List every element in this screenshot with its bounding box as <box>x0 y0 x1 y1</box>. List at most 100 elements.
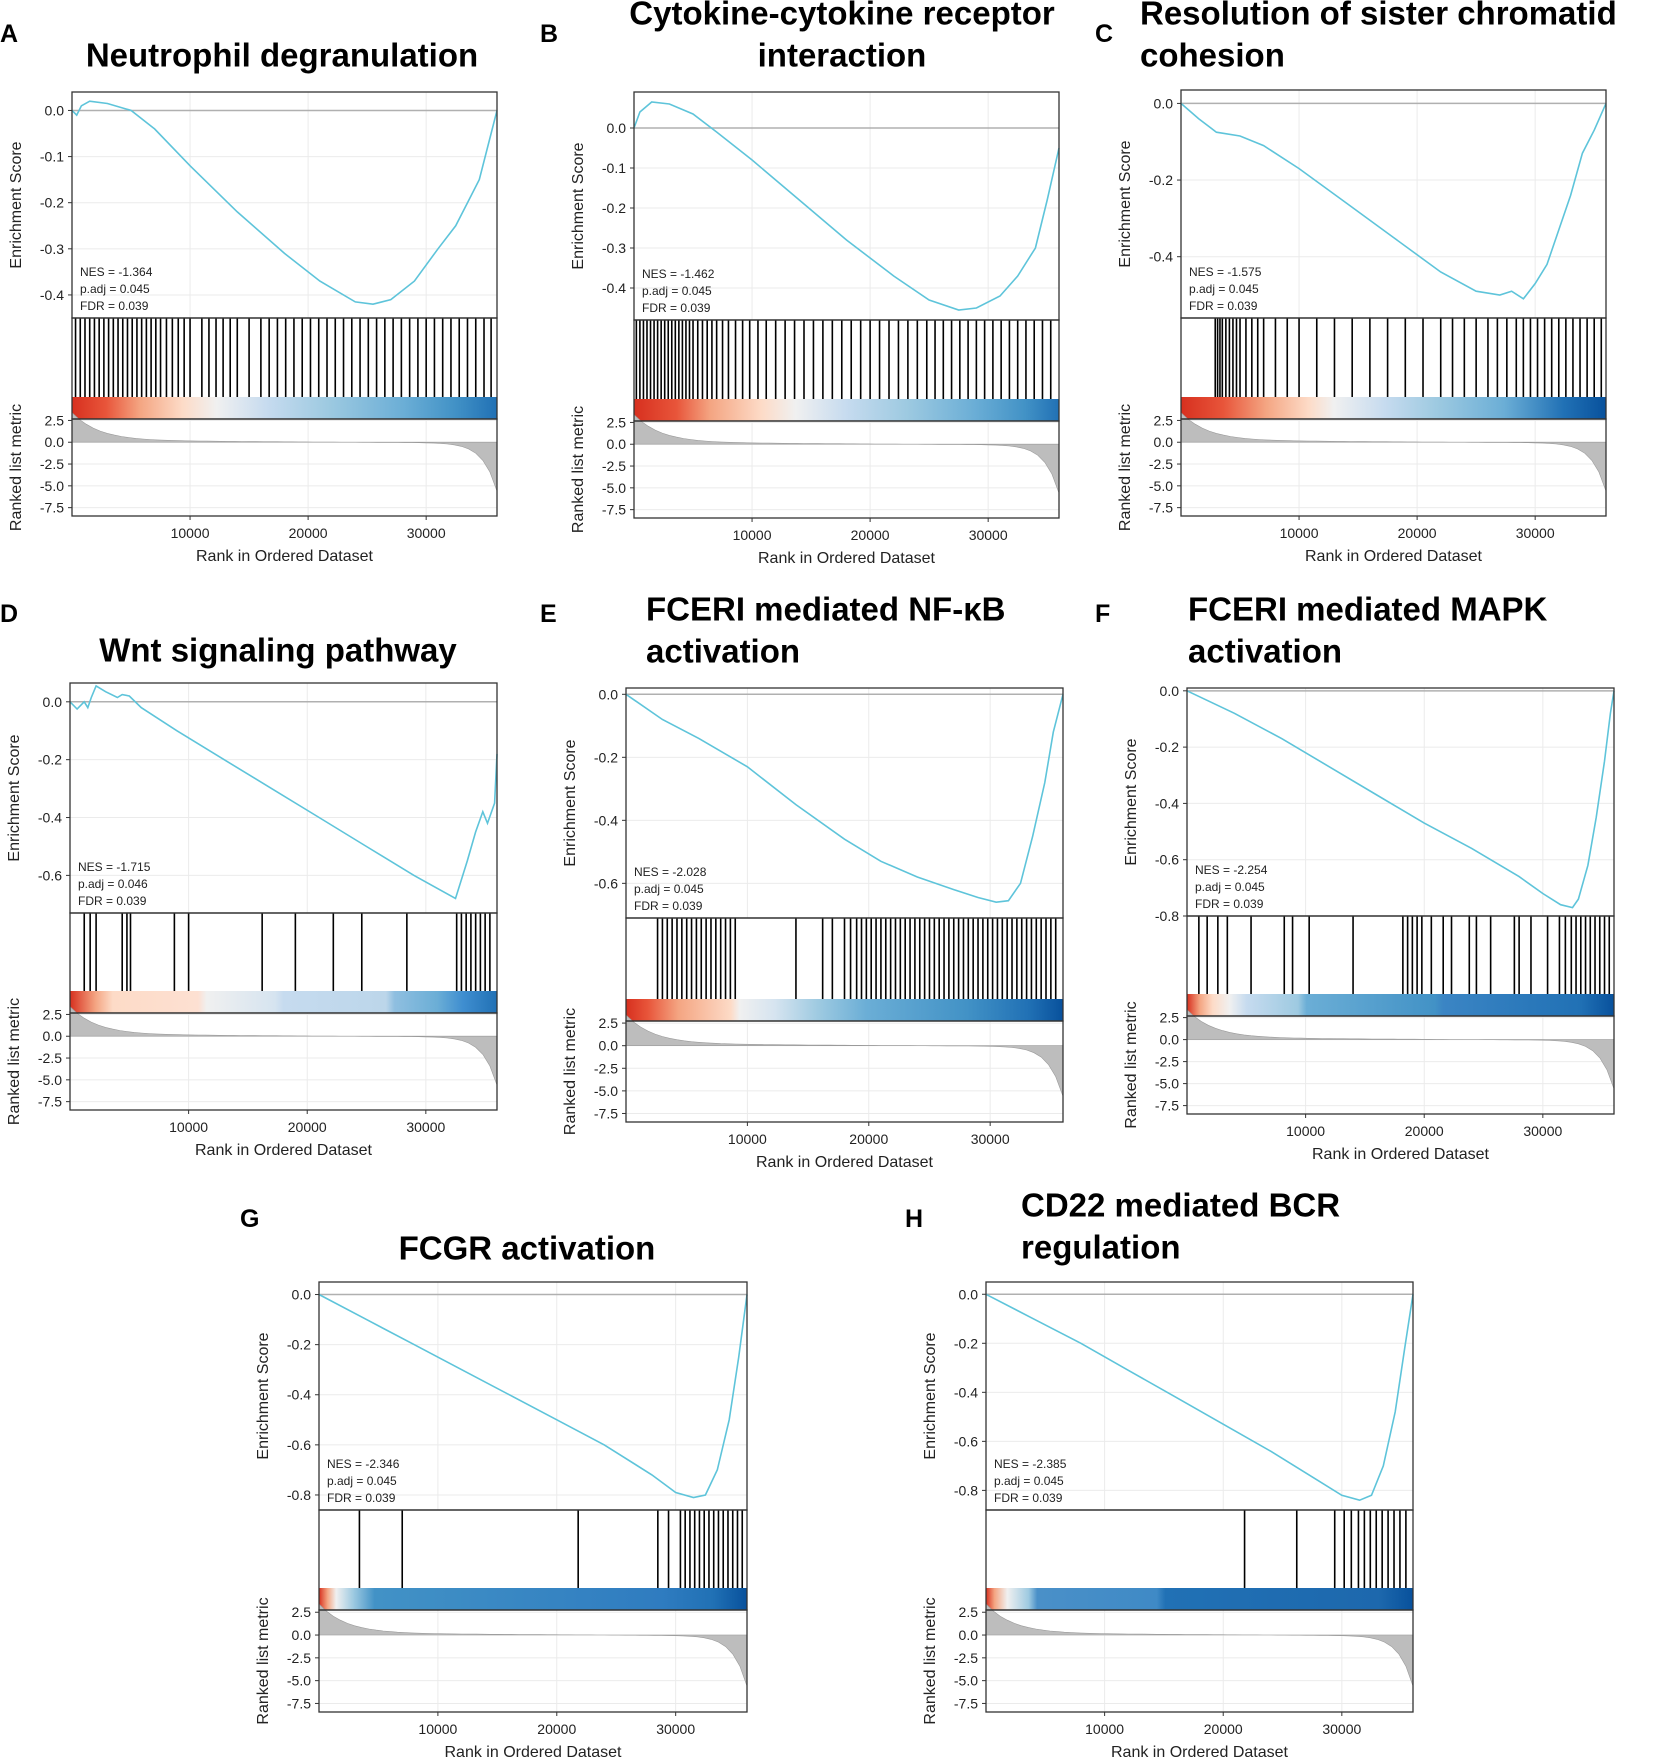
metric-tick-label: -2.5 <box>1149 456 1173 472</box>
es-axis-title: Enrichment Score <box>922 1332 939 1459</box>
stat-1: NES = -2.346 <box>327 1457 400 1471</box>
metric-tick-label: -5.0 <box>594 1083 618 1099</box>
metric-area <box>318 1603 748 1687</box>
panel-letter-f: F <box>1095 600 1110 628</box>
metric-tick-label: -2.5 <box>594 1060 618 1076</box>
metric-tick-label: -7.5 <box>287 1695 311 1711</box>
es-tick-label: -0.4 <box>1149 249 1173 265</box>
heat-bar <box>1181 397 1606 419</box>
stat-3: FDR = 0.039 <box>78 894 147 908</box>
metric-tick-label: -5.0 <box>38 1072 62 1088</box>
es-axis-title: Enrichment Score <box>1123 738 1140 865</box>
es-tick-label: 0.0 <box>607 120 627 136</box>
heat-bar <box>986 1588 1413 1610</box>
x-tick-label: 10000 <box>728 1131 767 1147</box>
es-tick-label: -0.1 <box>602 160 626 176</box>
stat-1: NES = -1.575 <box>1189 265 1262 279</box>
x-tick-label: 30000 <box>406 1119 445 1135</box>
metric-axis-title: Ranked list metric <box>6 998 23 1125</box>
es-tick-label: -0.3 <box>602 240 626 256</box>
es-axis-title: Enrichment Score <box>562 739 579 866</box>
panel-c: C Resolution of sister chromatid cohesion N… <box>1095 0 1617 565</box>
x-tick-label: 30000 <box>1516 525 1555 541</box>
metric-area <box>1186 1009 1615 1090</box>
metric-tick-label: -2.5 <box>602 458 626 474</box>
es-tick-label: -0.6 <box>38 867 62 883</box>
es-curve <box>985 1293 1414 1502</box>
heat-bar <box>626 999 1063 1021</box>
x-tick-label: 20000 <box>1204 1721 1243 1737</box>
metric-axis-title: Ranked list metric <box>922 1597 939 1724</box>
metric-tick-label: 2.5 <box>1154 412 1174 428</box>
es-curve <box>318 1293 748 1499</box>
metric-tick-label: -2.5 <box>38 1050 62 1066</box>
es-tick-label: -0.1 <box>40 149 64 165</box>
x-axis-title: Rank in Ordered Dataset <box>196 548 374 565</box>
metric-axis-title: Ranked list metric <box>1123 1001 1140 1128</box>
metric-tick-label: -2.5 <box>40 456 64 472</box>
panel-f: F FCERI mediated MAPK activation NES = -2.2… <box>1095 591 1615 1163</box>
x-tick-label: 30000 <box>971 1131 1010 1147</box>
es-curve <box>633 101 1060 311</box>
panel-d: D Wnt signaling pathway NES = -1.715 p.adj … <box>0 600 498 1159</box>
x-axis-title: Rank in Ordered Dataset <box>1312 1146 1490 1163</box>
x-axis-title: Rank in Ordered Dataset <box>195 1142 373 1159</box>
es-curve <box>625 693 1064 904</box>
es-tick-label: -0.2 <box>38 752 62 768</box>
metric-tick-label: -7.5 <box>954 1695 978 1711</box>
x-tick-label: 20000 <box>849 1131 888 1147</box>
stat-2: p.adj = 0.045 <box>327 1474 397 1488</box>
x-tick-label: 30000 <box>407 525 446 541</box>
panel-title-h-line-1: CD22 mediated BCR <box>1021 1187 1340 1224</box>
metric-tick-label: -7.5 <box>40 500 64 516</box>
x-tick-label: 10000 <box>1286 1123 1325 1139</box>
stat-1: NES = -1.364 <box>80 265 153 279</box>
panel-title-b-line-2: interaction <box>758 37 927 74</box>
panel-letter-g: G <box>240 1205 259 1233</box>
metric-tick-label: -5.0 <box>40 478 64 494</box>
es-tick-label: 0.0 <box>1154 95 1174 111</box>
metric-area <box>71 411 498 492</box>
stat-1: NES = -2.028 <box>634 865 707 879</box>
metric-tick-label: 0.0 <box>1160 1032 1180 1048</box>
metric-tick-label: -5.0 <box>954 1673 978 1689</box>
metric-tick-label: 0.0 <box>959 1627 979 1643</box>
metric-frame <box>633 420 1060 519</box>
heat-bar <box>72 397 497 419</box>
metric-frame <box>985 1609 1414 1713</box>
es-tick-label: -0.2 <box>594 749 618 765</box>
metric-tick-label: 2.5 <box>959 1604 979 1620</box>
metric-frame <box>1186 1015 1615 1115</box>
metric-tick-label: 0.0 <box>599 1038 619 1054</box>
metric-axis-title: Ranked list metric <box>1117 404 1134 531</box>
es-tick-label: 0.0 <box>1160 683 1180 699</box>
es-tick-label: 0.0 <box>43 694 63 710</box>
es-tick-label: -0.4 <box>40 287 64 303</box>
es-axis-title: Enrichment Score <box>8 141 25 268</box>
es-tick-label: -0.4 <box>287 1387 311 1403</box>
es-tick-label: 0.0 <box>959 1286 979 1302</box>
stat-3: FDR = 0.039 <box>634 899 703 913</box>
es-tick-label: -0.8 <box>287 1487 311 1503</box>
metric-tick-label: 0.0 <box>607 436 627 452</box>
stat-1: NES = -2.254 <box>1195 863 1268 877</box>
es-tick-label: 0.0 <box>599 686 619 702</box>
stat-3: FDR = 0.039 <box>642 301 711 315</box>
x-tick-label: 30000 <box>969 527 1008 543</box>
stat-2: p.adj = 0.045 <box>642 284 712 298</box>
panel-title-e-line-2: activation <box>646 633 800 670</box>
x-tick-label: 20000 <box>1398 525 1437 541</box>
panel-letter-h: H <box>905 1205 923 1233</box>
panel-a: A Neutrophil degranulation NES = -1.364 p.a… <box>0 20 498 565</box>
stat-3: FDR = 0.039 <box>80 299 149 313</box>
metric-tick-label: 0.0 <box>1154 434 1174 450</box>
es-tick-label: -0.8 <box>1155 908 1179 924</box>
es-tick-label: 0.0 <box>292 1287 312 1303</box>
x-tick-label: 10000 <box>169 1119 208 1135</box>
es-tick-label: 0.0 <box>45 102 65 118</box>
metric-area <box>625 1014 1064 1097</box>
stat-1: NES = -1.462 <box>642 267 715 281</box>
panel-title-f-line-2: activation <box>1188 633 1342 670</box>
metric-tick-label: -7.5 <box>602 502 626 518</box>
metric-tick-label: -5.0 <box>287 1673 311 1689</box>
